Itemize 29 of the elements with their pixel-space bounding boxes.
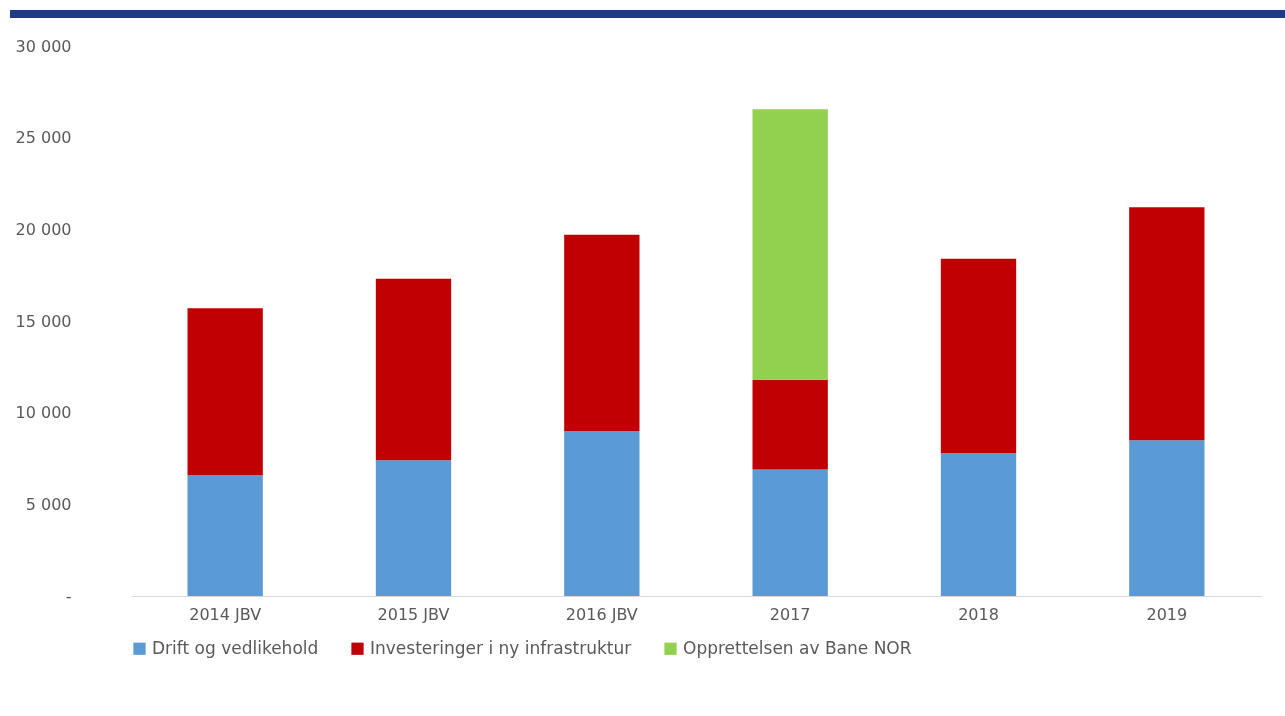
y-tick-label: - — [65, 586, 72, 606]
legend-label: Investeringer i ny infrastruktur — [370, 637, 632, 658]
bar — [375, 460, 452, 596]
bar — [1129, 440, 1205, 596]
legend-label: Drift og vedlikehold — [152, 637, 319, 658]
x-tick-label: 2019 — [1146, 604, 1188, 624]
y-tick-label: 5 000 — [25, 494, 72, 514]
bar — [752, 109, 828, 380]
y-tick-label: 15 000 — [15, 311, 72, 331]
bar — [752, 469, 828, 596]
x-tick-label: 2014 JBV — [189, 604, 262, 624]
bar — [752, 379, 828, 470]
bar — [375, 278, 452, 461]
bar — [187, 308, 263, 475]
bar — [940, 453, 1017, 596]
bar — [1129, 207, 1205, 441]
x-tick-label: 2016 JBV — [565, 604, 638, 624]
y-tick-label: 20 000 — [15, 219, 72, 239]
bar — [564, 234, 640, 431]
y-tick-label: 30 000 — [15, 36, 72, 56]
y-tick-label: 10 000 — [15, 403, 72, 423]
bar — [564, 431, 640, 596]
bar — [940, 258, 1017, 453]
x-tick-label: 2017 — [769, 604, 811, 624]
y-tick-label: 25 000 — [15, 128, 72, 148]
bar — [187, 475, 263, 596]
x-tick-label: 2018 — [958, 604, 999, 624]
legend-label: Opprettelsen av Bane NOR — [683, 637, 912, 658]
x-tick-label: 2015 JBV — [377, 604, 450, 624]
